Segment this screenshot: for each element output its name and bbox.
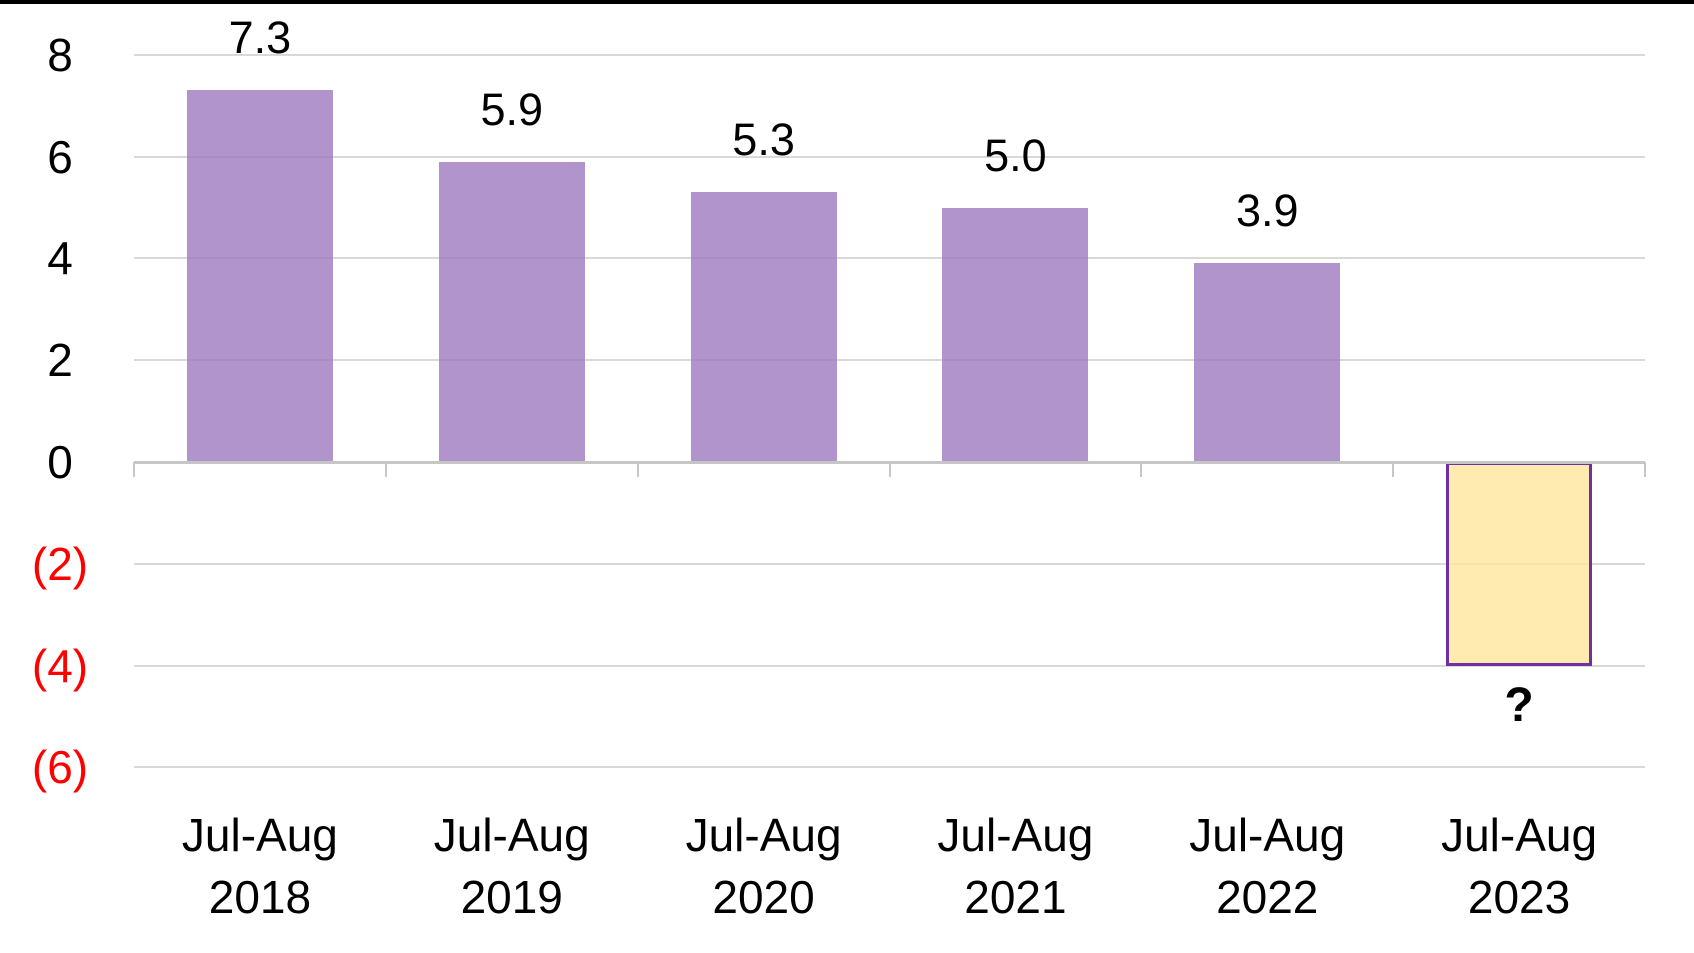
x-axis-category-label: Jul-Aug 2019 bbox=[386, 804, 638, 928]
y-axis-tick-label: 6 bbox=[47, 130, 73, 183]
bar-jul-aug-2019 bbox=[438, 161, 585, 462]
bar-jul-aug-2023 bbox=[1446, 462, 1593, 666]
bar-jul-aug-2018 bbox=[186, 90, 333, 462]
x-axis-category-text: Jul-Aug 2020 bbox=[685, 809, 842, 923]
x-axis-category-text: Jul-Aug 2023 bbox=[1441, 809, 1598, 923]
axis-tick bbox=[1140, 462, 1143, 477]
axis-tick bbox=[384, 462, 387, 477]
y-axis-tick-label: 0 bbox=[47, 436, 73, 488]
axis-tick bbox=[1644, 462, 1646, 477]
x-axis-category-text: Jul-Aug 2022 bbox=[1189, 809, 1346, 923]
y-axis-tick-label: 4 bbox=[47, 232, 73, 285]
x-axis-category-label: Jul-Aug 2023 bbox=[1393, 804, 1645, 928]
gridline bbox=[134, 664, 1645, 667]
x-axis-category-text: Jul-Aug 2018 bbox=[181, 809, 338, 923]
x-axis-category-label: Jul-Aug 2021 bbox=[890, 804, 1142, 928]
bar-jul-aug-2020 bbox=[690, 192, 837, 462]
axis-tick bbox=[888, 462, 891, 477]
x-axis-category-label: Jul-Aug 2022 bbox=[1141, 804, 1393, 928]
y-axis-tick-label: (6) bbox=[31, 741, 89, 794]
axis-tick bbox=[133, 462, 135, 477]
data-label: 3.9 bbox=[1235, 185, 1299, 237]
data-label: 5.3 bbox=[732, 114, 795, 166]
bar-jul-aug-2022 bbox=[1194, 263, 1341, 462]
axis-tick bbox=[1392, 462, 1395, 477]
y-axis-tick-label: 2 bbox=[47, 334, 73, 387]
gridline bbox=[134, 766, 1645, 769]
x-axis-category-text: Jul-Aug 2021 bbox=[937, 809, 1094, 923]
gridline bbox=[134, 155, 1645, 158]
data-label: 5.9 bbox=[480, 83, 544, 135]
top-border-strip bbox=[0, 0, 1694, 4]
bar-jul-aug-2021 bbox=[942, 207, 1089, 462]
y-axis-tick-label: (4) bbox=[31, 639, 89, 692]
data-label: 5.0 bbox=[984, 129, 1047, 181]
gridline bbox=[134, 359, 1645, 362]
data-label: 7.3 bbox=[228, 12, 292, 64]
y-axis-tick-label: 8 bbox=[47, 28, 73, 81]
x-axis-category-label: Jul-Aug 2018 bbox=[134, 804, 386, 928]
x-axis-category-label: Jul-Aug 2020 bbox=[638, 804, 890, 928]
x-axis-category-text: Jul-Aug 2019 bbox=[433, 809, 590, 923]
axis-tick bbox=[636, 462, 639, 477]
y-axis-tick-label: (2) bbox=[31, 537, 89, 590]
data-label: ? bbox=[1504, 678, 1534, 732]
gridline bbox=[134, 53, 1645, 56]
gridline bbox=[134, 562, 1645, 565]
gridline bbox=[134, 257, 1645, 260]
